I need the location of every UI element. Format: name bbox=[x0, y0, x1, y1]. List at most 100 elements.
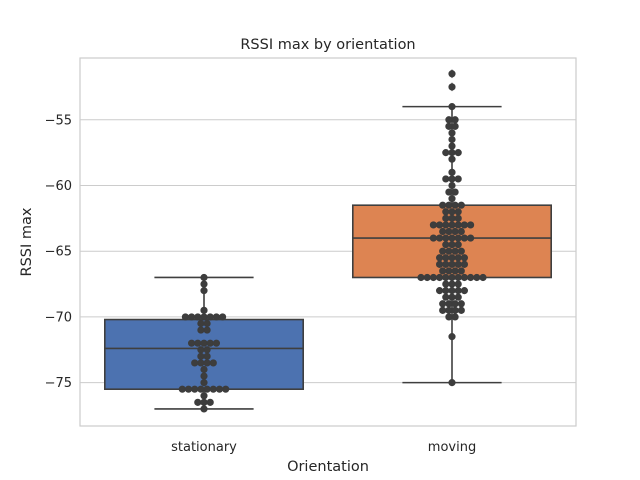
swarm-point bbox=[449, 149, 455, 155]
swarm-point bbox=[201, 366, 207, 372]
swarm-point bbox=[430, 235, 436, 241]
swarm-point bbox=[458, 228, 464, 234]
swarm-point bbox=[461, 274, 467, 280]
swarm-point bbox=[204, 386, 210, 392]
swarm-point bbox=[449, 103, 455, 109]
swarm-point bbox=[195, 314, 201, 320]
swarm-point bbox=[188, 314, 194, 320]
swarm-point bbox=[219, 314, 225, 320]
swarm-point bbox=[430, 222, 436, 228]
swarm-point bbox=[446, 268, 452, 274]
swarm-point bbox=[449, 209, 455, 215]
y-tick-label: −55 bbox=[45, 113, 72, 128]
swarm-point bbox=[443, 215, 449, 221]
swarm-point bbox=[449, 281, 455, 287]
swarm-point bbox=[207, 314, 213, 320]
swarm-point bbox=[201, 399, 207, 405]
swarm-point bbox=[443, 176, 449, 182]
swarm-point bbox=[213, 314, 219, 320]
swarm-point bbox=[449, 294, 455, 300]
swarm-point bbox=[455, 215, 461, 221]
swarm-point bbox=[449, 255, 455, 261]
x-tick-label-moving: moving bbox=[428, 440, 476, 455]
swarm-point bbox=[207, 340, 213, 346]
swarm-point bbox=[201, 393, 207, 399]
swarm-point bbox=[449, 84, 455, 90]
swarm-point bbox=[443, 149, 449, 155]
swarm-point bbox=[458, 307, 464, 313]
x-tick-label-stationary: stationary bbox=[171, 440, 237, 455]
swarm-point bbox=[436, 235, 442, 241]
swarm-point bbox=[461, 287, 467, 293]
swarm-point bbox=[467, 235, 473, 241]
swarm-point bbox=[179, 386, 185, 392]
swarm-point bbox=[452, 228, 458, 234]
swarm-point bbox=[449, 130, 455, 136]
swarm-point bbox=[188, 340, 194, 346]
swarm-point bbox=[446, 117, 452, 123]
swarm-point bbox=[446, 189, 452, 195]
x-axis-label: Orientation bbox=[287, 459, 369, 475]
y-tick-labels: −55 −60 −65 −70 −75 bbox=[45, 113, 72, 391]
swarm-point bbox=[461, 222, 467, 228]
swarm-point bbox=[446, 248, 452, 254]
swarm-point bbox=[204, 347, 210, 353]
swarm-point bbox=[446, 123, 452, 129]
swarm-point bbox=[198, 347, 204, 353]
swarm-point bbox=[201, 287, 207, 293]
swarm-point bbox=[201, 274, 207, 280]
swarm-point bbox=[198, 360, 204, 366]
swarm-point bbox=[467, 222, 473, 228]
swarm-point bbox=[185, 386, 191, 392]
y-tick-label: −65 bbox=[45, 245, 72, 260]
swarm-point bbox=[452, 314, 458, 320]
swarm-point bbox=[449, 287, 455, 293]
swarm-point bbox=[192, 386, 198, 392]
swarm-point bbox=[424, 274, 430, 280]
swarm-point bbox=[458, 268, 464, 274]
swarm-point bbox=[436, 274, 442, 280]
y-tick-label: −70 bbox=[45, 310, 72, 325]
swarm-point bbox=[443, 281, 449, 287]
swarm-point bbox=[182, 314, 188, 320]
swarm-point bbox=[195, 340, 201, 346]
swarm-point bbox=[449, 274, 455, 280]
swarm-point bbox=[461, 235, 467, 241]
swarm-point bbox=[455, 281, 461, 287]
swarm-point bbox=[216, 386, 222, 392]
swarm-point bbox=[449, 241, 455, 247]
swarm-point bbox=[452, 123, 458, 129]
swarm-point bbox=[449, 176, 455, 182]
swarm-point bbox=[207, 399, 213, 405]
swarm-point bbox=[452, 268, 458, 274]
x-tick-labels: stationary moving bbox=[171, 440, 476, 455]
swarm-point bbox=[452, 248, 458, 254]
swarm-point bbox=[201, 379, 207, 385]
swarm-point bbox=[449, 261, 455, 267]
swarm-point bbox=[452, 301, 458, 307]
swarm-point bbox=[440, 301, 446, 307]
swarm-point bbox=[440, 228, 446, 234]
swarm-point bbox=[418, 274, 424, 280]
y-tick-label: −75 bbox=[45, 376, 72, 391]
swarm-point bbox=[458, 301, 464, 307]
swarm-point bbox=[443, 209, 449, 215]
swarm-point bbox=[440, 248, 446, 254]
chart-title: RSSI max by orientation bbox=[240, 37, 415, 53]
swarm-point bbox=[455, 176, 461, 182]
swarm-point bbox=[198, 327, 204, 333]
swarm-point bbox=[201, 281, 207, 287]
swarm-point bbox=[440, 307, 446, 313]
swarm-point bbox=[449, 169, 455, 175]
swarm-point bbox=[449, 136, 455, 142]
swarm-point bbox=[443, 294, 449, 300]
y-tick-label: −60 bbox=[45, 179, 72, 194]
swarm-point bbox=[449, 143, 455, 149]
swarm-point bbox=[198, 386, 204, 392]
swarm-point bbox=[201, 340, 207, 346]
swarm-point bbox=[204, 360, 210, 366]
swarm-point bbox=[201, 307, 207, 313]
swarm-point bbox=[455, 222, 461, 228]
swarm-point bbox=[480, 274, 486, 280]
swarm-point bbox=[452, 117, 458, 123]
